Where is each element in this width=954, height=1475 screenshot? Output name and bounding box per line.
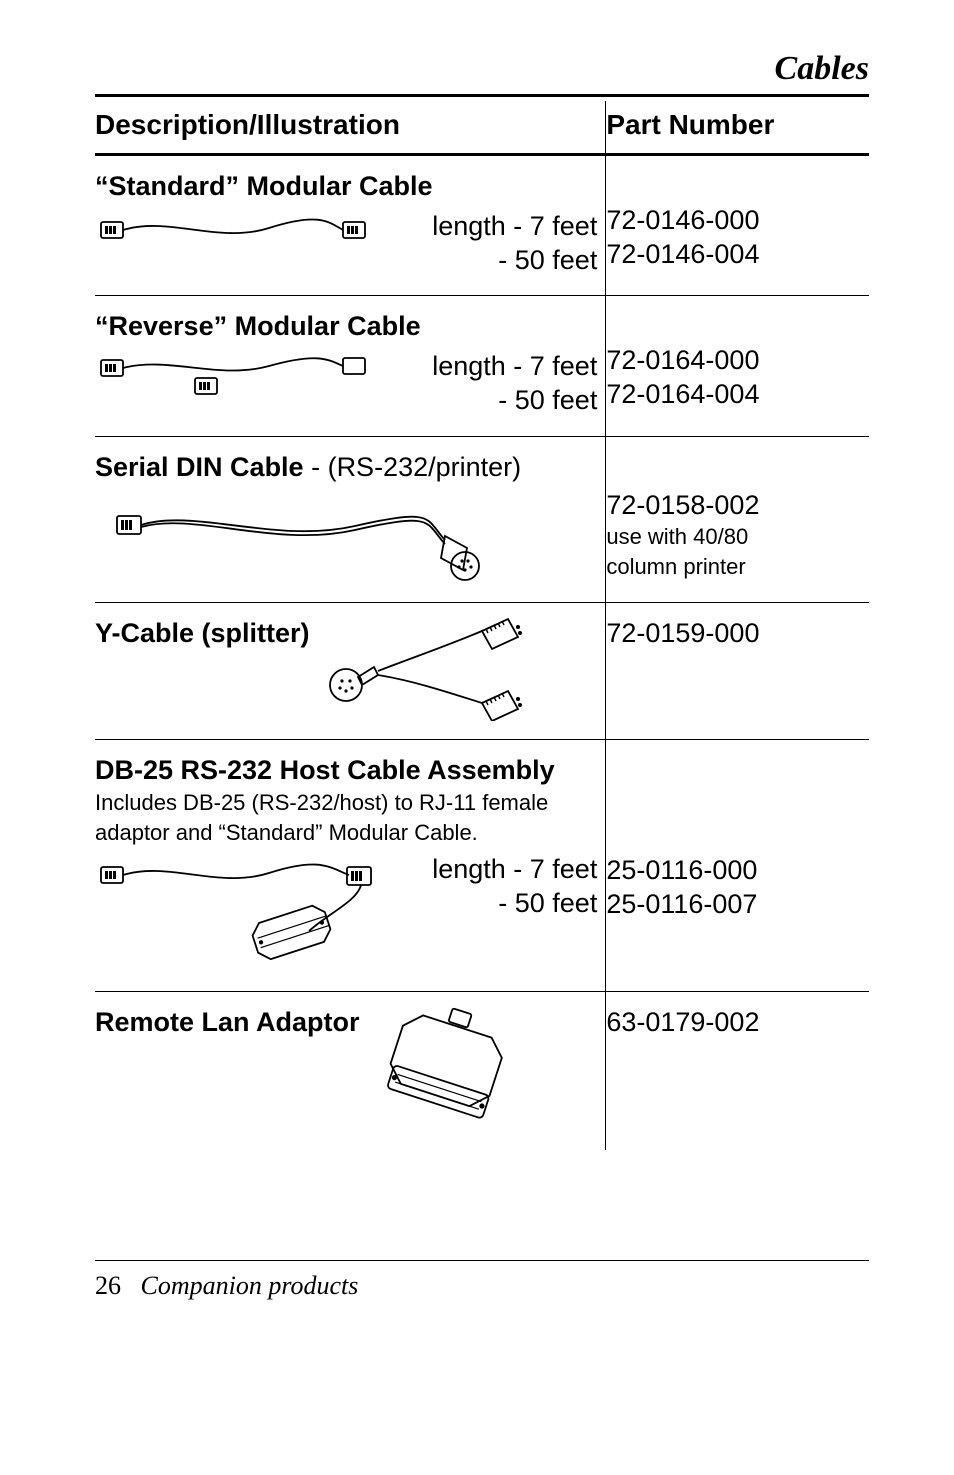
item-note: adaptor and “Standard” Modular Cable. xyxy=(95,818,597,848)
part-number: 72-0159-000 xyxy=(606,617,861,651)
title-rule xyxy=(95,94,869,97)
part-number: 72-0158-002 xyxy=(606,489,861,523)
part-number: 63-0179-002 xyxy=(606,1006,861,1040)
part-note: column printer xyxy=(606,552,861,582)
page-title: Cables xyxy=(95,50,869,88)
part-note: use with 40/80 xyxy=(606,522,861,552)
modular-cable-icon xyxy=(95,210,369,250)
table-row: Remote Lan Adaptor xyxy=(95,992,869,1151)
length-line: length - 7 feet xyxy=(385,210,597,244)
part-number: 25-0116-007 xyxy=(606,888,861,922)
item-note: Includes DB-25 (RS-232/host) to RJ-11 fe… xyxy=(95,788,597,818)
table-row: DB-25 RS-232 Host Cable Assembly Include… xyxy=(95,740,869,992)
length-line: length - 7 feet xyxy=(415,853,597,887)
part-number: 72-0164-000 xyxy=(606,344,861,378)
table-row: Serial DIN Cable - (RS-232/printer) xyxy=(95,436,869,603)
item-title: Remote Lan Adaptor xyxy=(95,1006,360,1040)
modular-cable-icon xyxy=(95,350,369,398)
table-header-row: Description/Illustration Part Number xyxy=(95,101,869,155)
header-part: Part Number xyxy=(606,101,869,155)
din-cable-icon xyxy=(95,496,597,584)
footer-section: Companion products xyxy=(141,1271,359,1300)
item-title-suffix: - (RS-232/printer) xyxy=(304,452,522,482)
item-title: “Reverse” Modular Cable xyxy=(95,310,597,344)
length-lines: length - 7 feet - 50 feet xyxy=(385,210,597,278)
part-number: 25-0116-000 xyxy=(606,854,861,888)
cables-table: Description/Illustration Part Number “St… xyxy=(95,101,869,1150)
table-row: “Standard” Modular Cable xyxy=(95,155,869,296)
length-lines: length - 7 feet - 50 feet xyxy=(385,350,597,418)
item-title: Y-Cable (splitter) xyxy=(95,617,310,651)
part-number: 72-0146-004 xyxy=(606,238,861,272)
item-title-text: Serial DIN Cable xyxy=(95,452,304,482)
length-line: length - 7 feet xyxy=(385,350,597,384)
item-title: Serial DIN Cable - (RS-232/printer) xyxy=(95,451,597,485)
y-cable-icon xyxy=(324,611,544,721)
page-footer: 26 Companion products xyxy=(95,1260,869,1301)
length-line: - 50 feet xyxy=(385,384,597,418)
header-desc: Description/Illustration xyxy=(95,101,606,155)
db25-assembly-icon xyxy=(95,853,399,973)
item-title: “Standard” Modular Cable xyxy=(95,170,597,204)
table-row: “Reverse” Modular Cable xyxy=(95,296,869,436)
item-title: DB-25 RS-232 Host Cable Assembly xyxy=(95,754,597,788)
lan-adaptor-icon xyxy=(370,1002,530,1132)
length-lines: length - 7 feet - 50 feet xyxy=(415,853,597,921)
table-row: Y-Cable (splitter) xyxy=(95,603,869,740)
part-number: 72-0164-004 xyxy=(606,378,861,412)
length-line: - 50 feet xyxy=(415,887,597,921)
part-number: 72-0146-000 xyxy=(606,204,861,238)
page-number: 26 xyxy=(95,1271,121,1300)
length-line: - 50 feet xyxy=(385,244,597,278)
